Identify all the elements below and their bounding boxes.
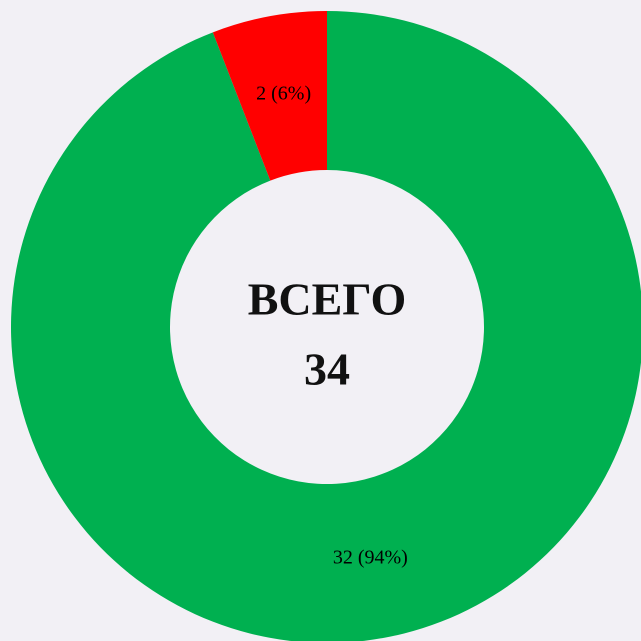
center-title: ВСЕГО <box>248 274 406 325</box>
slice <box>11 11 641 641</box>
value-label: 2 (6%) <box>256 83 311 105</box>
center-value: 34 <box>304 344 350 395</box>
labels: 32 (94%) 2 (6%) <box>256 83 408 569</box>
slices <box>11 11 641 641</box>
slice <box>212 11 327 181</box>
value-label: 32 (94%) <box>333 547 408 569</box>
